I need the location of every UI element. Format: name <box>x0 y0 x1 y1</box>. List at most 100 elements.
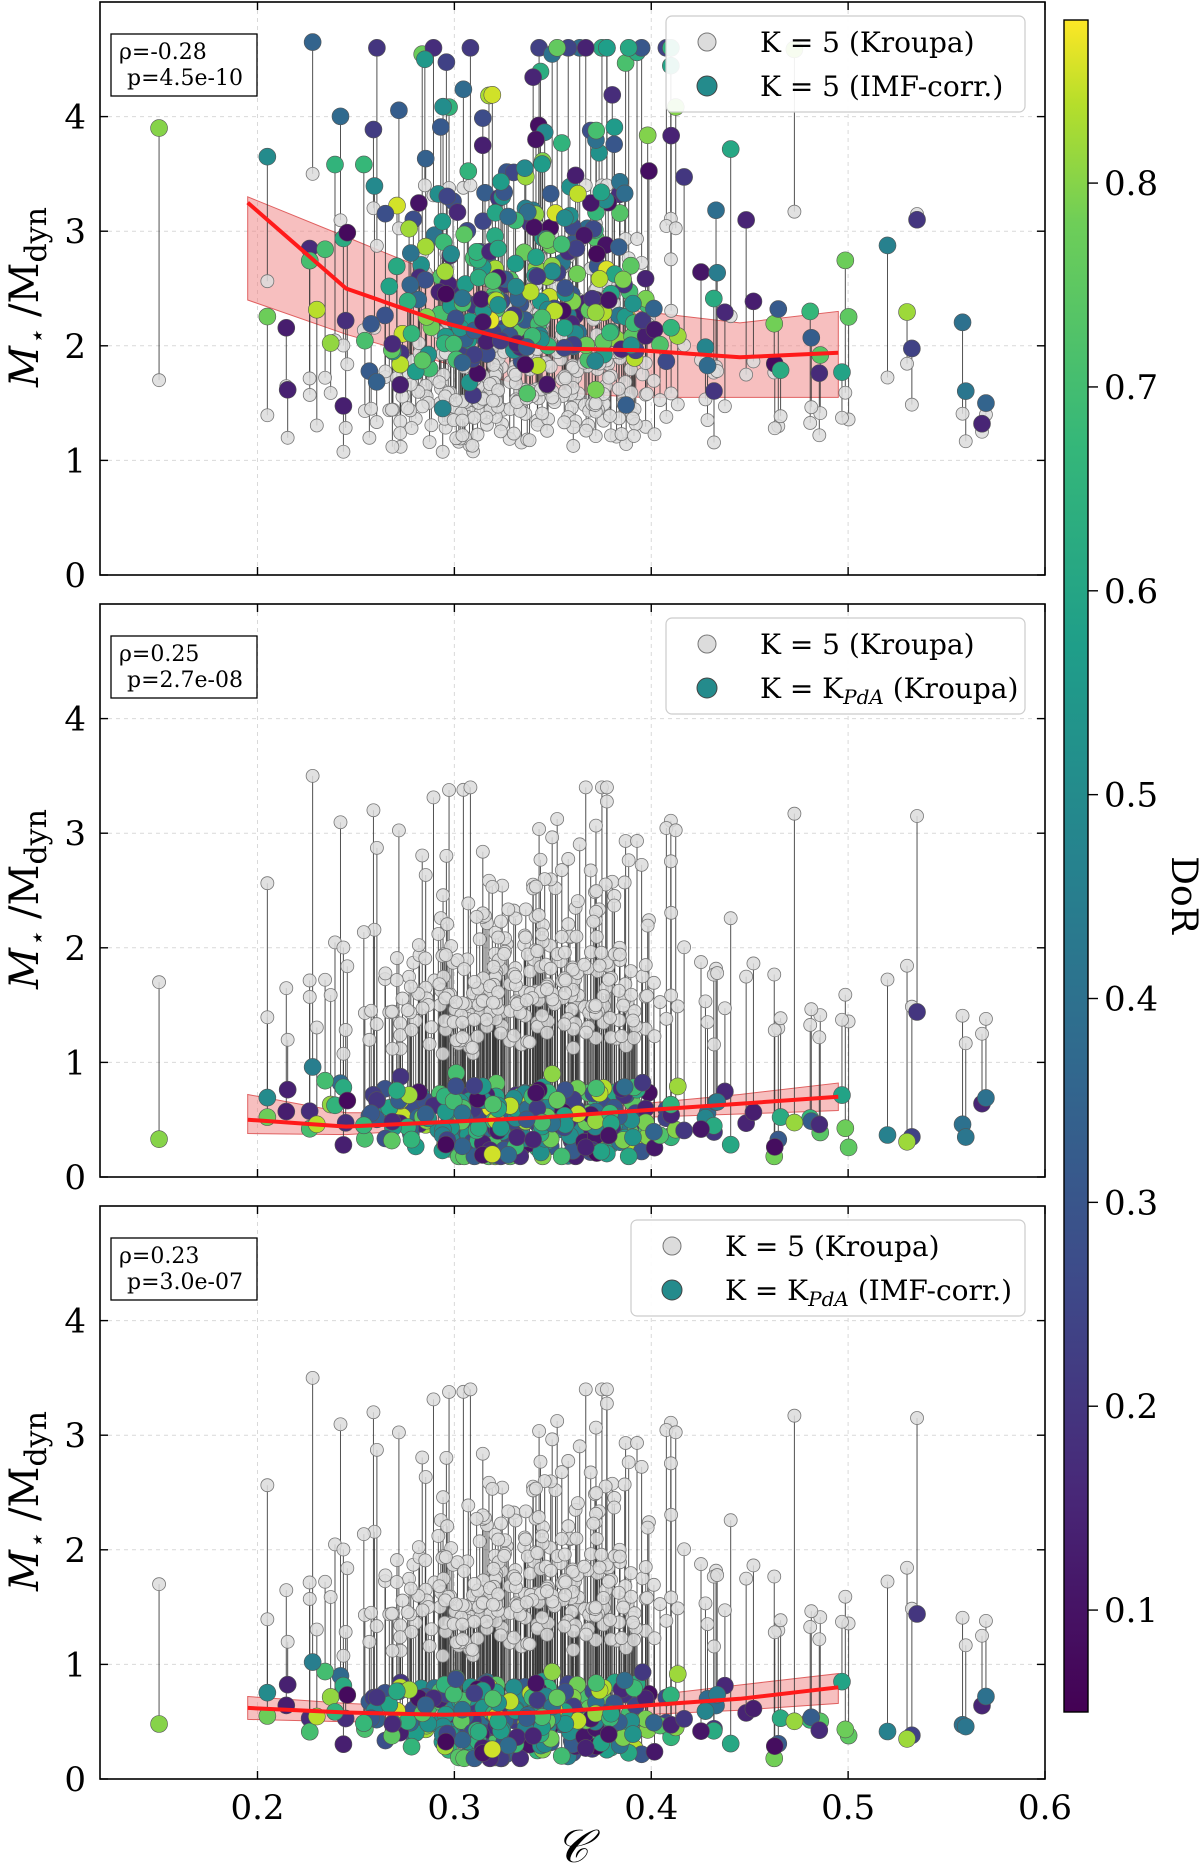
panel-top: 0 1 2 3 4 M⋆ /Mdyn ρ=-0.28p=4.5e-10 K = 5 (Krou… <box>2 1 1046 596</box>
point-colored <box>527 248 545 266</box>
point-kroupa <box>378 1568 393 1583</box>
point-kroupa <box>623 964 638 979</box>
point-kroupa <box>540 1025 554 1040</box>
y-tick-label: 1 <box>64 441 86 481</box>
point-colored <box>543 1065 561 1083</box>
point-colored <box>744 1699 763 1718</box>
point-kroupa <box>739 1571 754 1586</box>
point-kroupa <box>588 1600 603 1615</box>
point-kroupa <box>588 998 603 1013</box>
point-colored <box>810 1721 829 1740</box>
point-colored <box>444 335 463 353</box>
point-kroupa <box>338 1625 353 1639</box>
point-kroupa <box>838 1589 853 1604</box>
point-kroupa <box>424 1622 439 1637</box>
point-colored <box>839 308 858 326</box>
point-kroupa <box>561 1519 576 1534</box>
point-kroupa <box>501 902 516 917</box>
point-kroupa <box>955 1610 970 1625</box>
point-kroupa <box>152 1577 166 1592</box>
point-kroupa <box>493 424 508 439</box>
point-colored <box>619 1147 638 1166</box>
legend-marker-colored <box>661 1279 683 1301</box>
point-kroupa <box>390 951 404 965</box>
point-colored <box>721 1734 740 1753</box>
point-colored <box>474 313 492 331</box>
colored-points <box>150 1605 995 1768</box>
colorbar-tick-label: 0.5 <box>1104 776 1158 816</box>
point-kroupa <box>589 929 604 944</box>
point-kroupa <box>707 1037 721 1052</box>
point-kroupa <box>583 1465 598 1480</box>
point-colored <box>499 1146 518 1164</box>
point-colored <box>150 1130 168 1148</box>
point-kroupa <box>393 414 408 429</box>
point-kroupa <box>403 979 418 994</box>
point-kroupa <box>558 384 573 399</box>
point-colored <box>326 155 344 174</box>
point-kroupa <box>467 1012 482 1027</box>
point-colored <box>438 187 457 206</box>
point-kroupa <box>415 1001 430 1016</box>
point-kroupa <box>318 370 332 385</box>
point-kroupa <box>448 393 463 408</box>
point-kroupa <box>569 929 584 944</box>
point-colored <box>308 300 326 319</box>
point-kroupa <box>467 1576 482 1591</box>
point-kroupa <box>838 987 853 1002</box>
point-kroupa <box>533 1454 548 1469</box>
stat-p: p=4.5e-10 <box>127 66 243 91</box>
point-colored <box>624 1128 642 1147</box>
stat-rho: ρ=-0.28 <box>119 40 207 65</box>
point-kroupa <box>601 972 616 987</box>
point-kroupa <box>529 879 543 894</box>
point-kroupa <box>461 1498 476 1513</box>
point-kroupa <box>455 413 470 428</box>
point-colored <box>599 1725 618 1744</box>
point-colored <box>258 147 277 166</box>
point-kroupa <box>404 421 419 435</box>
stats-box-frame <box>110 1237 258 1301</box>
point-colored <box>633 1073 652 1092</box>
point-colored <box>416 271 435 289</box>
legend-marker-kroupa <box>662 1236 682 1256</box>
point-kroupa <box>486 995 500 1010</box>
point-kroupa <box>302 371 317 386</box>
point-kroupa <box>435 1648 450 1663</box>
point-kroupa <box>467 1614 482 1629</box>
point-kroupa <box>362 430 377 445</box>
point-kroupa <box>638 1560 653 1574</box>
point-kroupa <box>694 955 708 969</box>
point-kroupa <box>533 852 548 867</box>
point-colored <box>801 302 820 321</box>
axes-frame <box>99 603 1046 1178</box>
y-tick-label: 2 <box>64 1531 86 1571</box>
point-kroupa <box>612 1549 627 1564</box>
point-kroupa <box>910 809 924 823</box>
data-points <box>150 769 995 1166</box>
point-kroupa <box>422 1639 437 1654</box>
point-kroupa <box>340 1561 355 1576</box>
point-kroupa <box>475 1446 490 1461</box>
y-tick-label: 0 <box>64 1158 86 1198</box>
point-colored <box>538 231 556 249</box>
point-colored <box>953 313 972 332</box>
x-tick-label: 0.4 <box>624 1788 678 1828</box>
colorbar-tick-label: 0.3 <box>1104 1183 1158 1223</box>
point-kroupa <box>463 178 478 193</box>
point-kroupa <box>519 993 534 1008</box>
point-colored <box>582 194 600 212</box>
y-tick-label: 4 <box>64 98 86 138</box>
point-kroupa <box>470 427 485 442</box>
y-label-mid: /M <box>2 1467 48 1534</box>
point-colored <box>258 307 277 326</box>
point-kroupa <box>435 1046 450 1061</box>
point-colored <box>506 254 525 273</box>
point-kroupa <box>700 1015 715 1029</box>
point-kroupa <box>392 823 406 838</box>
point-kroupa <box>486 1561 501 1576</box>
point-colored <box>575 226 593 245</box>
point-kroupa <box>979 1613 993 1628</box>
point-kroupa <box>900 1560 914 1575</box>
point-kroupa <box>260 1010 275 1025</box>
